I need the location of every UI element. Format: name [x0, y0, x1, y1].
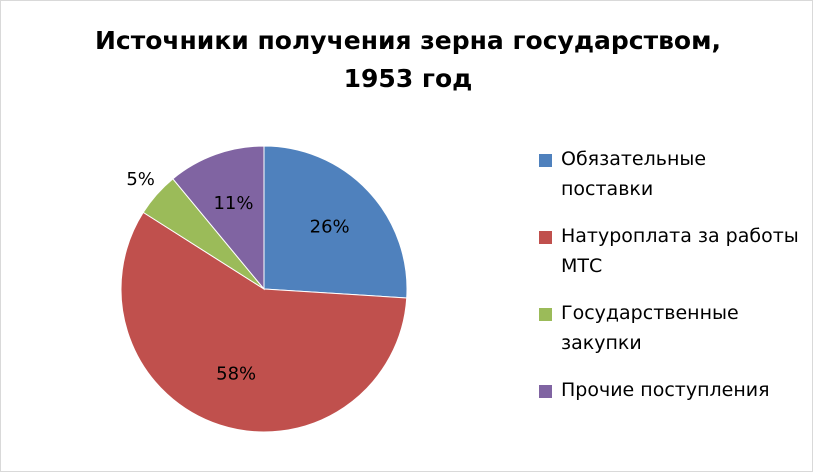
data-label: 11%: [213, 193, 253, 214]
legend-label: Натуроплата за работы МТС: [561, 225, 799, 277]
legend-item: Обязательные поставки: [539, 144, 801, 204]
legend-label: Государственные закупки: [561, 302, 739, 354]
data-label: 5%: [126, 169, 155, 190]
data-label: 58%: [216, 364, 256, 385]
pie-slice: [120, 211, 408, 433]
legend-item: Прочие поступления: [539, 375, 801, 405]
legend-label: Прочие поступления: [561, 379, 770, 401]
legend-item: Государственные закупки: [539, 298, 801, 358]
legend: Обязательные поставки Натуроплата за рабо…: [539, 144, 801, 422]
legend-swatch: [539, 154, 552, 167]
legend-swatch: [539, 231, 552, 244]
legend-label: Обязательные поставки: [561, 148, 707, 200]
pie-slice: [172, 145, 265, 291]
chart-title: 1953 год: [344, 64, 473, 93]
chart-title: Источники получения зерна государством,: [95, 26, 721, 55]
legend-swatch: [539, 308, 552, 321]
legend-item: Натуроплата за работы МТС: [539, 221, 801, 281]
legend-swatch: [539, 385, 552, 398]
pie-slice: [263, 145, 408, 299]
data-label: 26%: [310, 216, 350, 237]
